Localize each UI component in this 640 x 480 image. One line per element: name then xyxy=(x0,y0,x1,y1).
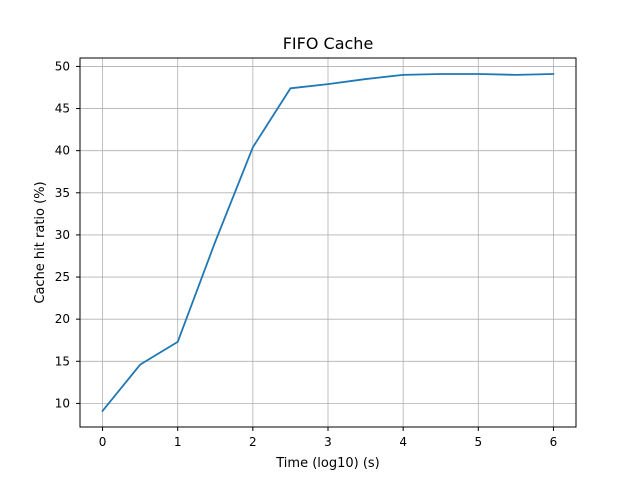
series-0-point-4 xyxy=(250,145,255,150)
series-0-point-11 xyxy=(513,72,518,77)
y-tick-label-5: 35 xyxy=(55,186,70,200)
series-0-point-10 xyxy=(476,72,481,77)
x-tick-label-0: 0 xyxy=(99,435,107,449)
series-0-point-0 xyxy=(100,408,105,413)
series-0-point-1 xyxy=(138,362,143,367)
x-tick-label-5: 5 xyxy=(474,435,482,449)
y-axis-label: Cache hit ratio (%) xyxy=(33,181,48,303)
series-0-point-9 xyxy=(438,72,443,77)
x-tick-label-4: 4 xyxy=(399,435,407,449)
x-tick-label-6: 6 xyxy=(550,435,558,449)
series-0-point-6 xyxy=(326,82,331,87)
series-0-point-3 xyxy=(213,239,218,244)
x-tick-label-2: 2 xyxy=(249,435,257,449)
y-tick-label-0: 10 xyxy=(55,396,70,410)
x-tick-label-3: 3 xyxy=(324,435,332,449)
y-tick-label-2: 20 xyxy=(55,312,70,326)
series-0-point-7 xyxy=(363,77,368,82)
y-tick-label-7: 45 xyxy=(55,102,70,116)
x-axis-label: Time (log10) (s) xyxy=(275,456,380,471)
series-0-point-12 xyxy=(551,72,556,77)
y-tick-label-3: 25 xyxy=(55,270,70,284)
series-0-point-5 xyxy=(288,86,293,91)
y-tick-label-8: 50 xyxy=(55,59,70,73)
series-line-0 xyxy=(101,73,555,412)
series-layer xyxy=(100,72,556,413)
x-tick-label-1: 1 xyxy=(174,435,182,449)
y-tick-label-1: 15 xyxy=(55,354,70,368)
y-tick-label-4: 30 xyxy=(55,228,70,242)
grid-layer xyxy=(80,58,576,427)
series-0-point-2 xyxy=(175,339,180,344)
series-0-point-8 xyxy=(401,72,406,77)
chart-title: FIFO Cache xyxy=(283,34,374,53)
y-tick-label-6: 40 xyxy=(55,144,70,158)
